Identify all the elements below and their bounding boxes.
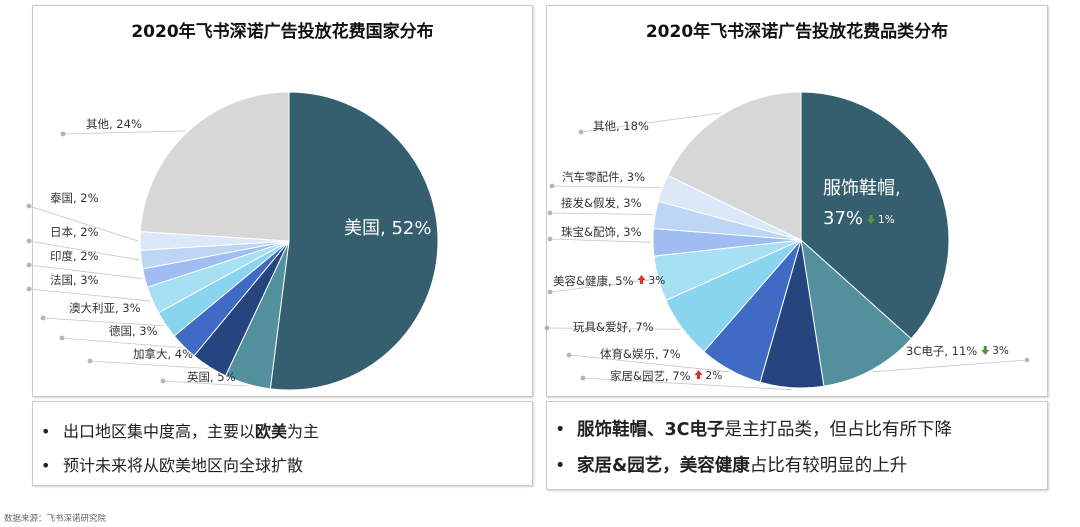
leader-line [568,354,730,373]
slice-label-体育-娱乐: 体育&娱乐, 7% [600,347,681,361]
leader-dot [59,335,65,341]
slice-label-印度: 印度, 2% [50,249,99,263]
slice-label-玩具-爱好: 玩具&爱好, 7% [573,320,654,334]
slice-label-英国: 英国, 5% [187,370,236,384]
leader-line [28,240,140,261]
slice-label-汽车零配件: 汽车零配件, 3% [562,170,645,184]
bullet-icon: • [41,456,51,475]
country-notes: • 出口地区集中度高，主要以欧美为主 • 预计未来将从欧美地区向全球扩散 [32,401,533,486]
pie-slice-美国 [269,91,439,391]
slice-label-德国: 德国, 3% [109,324,158,338]
leader-dot [544,325,550,331]
leader-line [62,130,186,135]
arrow-up-icon [637,275,646,284]
change-label-服饰鞋帽: 1% [878,214,895,226]
leader-dot [87,358,93,364]
slice-label-美容-健康: 美容&健康, 5% [553,274,634,288]
leader-dot [580,375,586,381]
country-note-2: • 预计未来将从欧美地区向全球扩散 [41,456,304,475]
leader-dot [566,352,572,358]
slice-label-value-服饰鞋帽: 37% [823,208,863,229]
country-pie-chart: 美国, 52% 英国, 5% 加拿大, 4% 德国, 3% 澳大利亚, 3% 法国, 3%… [26,91,439,391]
pie-slice-服饰鞋帽 [800,91,950,340]
leader-line [162,380,247,387]
slice-label-日本: 日本, 2% [50,225,99,239]
slice-label-服饰鞋帽: 服饰鞋帽, [823,178,901,199]
category-notes: • 服饰鞋帽、3C电子是主打品类，但占比有所下降 • 家居&园艺，美容健康占比有较明… [546,401,1048,490]
leader-line [549,212,654,215]
change-label-3C电子: 3% [992,345,1009,357]
slice-label-加拿大: 加拿大, 4% [133,347,193,361]
leader-dot [547,210,553,216]
slice-label-澳大利亚: 澳大利亚, 3% [69,301,141,315]
data-source-note: 数据来源：飞书深诺研究院 [4,514,107,524]
leader-dot [26,262,32,268]
leader-line [28,205,139,242]
leader-dot [26,238,32,244]
arrow-up-icon [694,370,703,379]
slice-label-其他: 其他, 18% [593,119,649,133]
leader-line [549,278,657,293]
change-label-家居-园艺: 2% [706,370,723,382]
slice-label-珠宝-配饰: 珠宝&配饰, 3% [561,225,642,239]
slice-label-家居-园艺: 家居&园艺, 7% [610,369,691,383]
pie-slice-其他 [667,91,802,241]
leader-dot [578,129,584,135]
bullet-icon: • [555,456,566,476]
leader-dot [1024,357,1030,363]
leader-dot [547,236,553,242]
slice-label-美国: 美国, 52% [344,218,431,239]
bullet-icon: • [555,420,566,440]
leader-dot [26,286,32,292]
pie-slice-其他 [139,91,290,242]
leader-dot [549,183,555,189]
change-label-美容-健康: 3% [649,275,666,287]
leader-line [551,185,661,188]
leader-line [42,317,165,327]
leader-dot [547,289,553,295]
slice-label-接发-假发: 接发&假发, 3% [561,196,642,210]
category-chart-title: 2020年飞书深诺广告投放花费品类分布 [645,22,949,42]
leader-dot [60,131,66,137]
leader-line [28,264,143,279]
country-chart-panel: 2020年飞书深诺广告投放花费国家分布 美国, 52% 英国, 5% 加拿大, 4%… [26,5,533,397]
country-chart-title: 2020年飞书深诺广告投放花费国家分布 [131,22,434,42]
leader-line [61,337,183,349]
leader-dot [160,378,166,384]
category-note-1: • 服饰鞋帽、3C电子是主打品类，但占比有所下降 [555,420,953,440]
leader-line [549,238,652,243]
category-chart-panel: 2020年飞书深诺广告投放花费品类分布 服饰鞋帽, 37% 1% 3C电子, 11% 3… [544,5,1048,397]
leader-line [28,288,151,302]
country-note-1: • 出口地区集中度高，主要以欧美为主 [41,422,320,441]
leader-dot [26,203,32,209]
leader-dot [40,315,46,321]
bullet-icon: • [41,422,51,441]
arrow-down-icon [867,215,876,224]
leader-line [872,359,1028,373]
category-note-2: • 家居&园艺，美容健康占比有较明显的上升 [555,456,908,476]
slice-label-其他: 其他, 24% [86,117,142,131]
slice-label-3C电子: 3C电子, 11% [906,344,977,358]
pie-slice-3C电子 [800,238,912,387]
slice-label-泰国: 泰国, 2% [50,191,99,205]
arrow-down-icon [981,346,990,355]
leader-line [89,360,209,369]
leader-line [582,377,792,391]
leader-line [580,112,722,133]
category-pie-chart: 服饰鞋帽, 37% 1% 3C电子, 11% 3% 家居&园艺, 7% 2% 体育&娱乐, 7… [544,91,1030,391]
leader-line [546,327,681,330]
slice-label-法国: 法国, 3% [50,273,99,287]
